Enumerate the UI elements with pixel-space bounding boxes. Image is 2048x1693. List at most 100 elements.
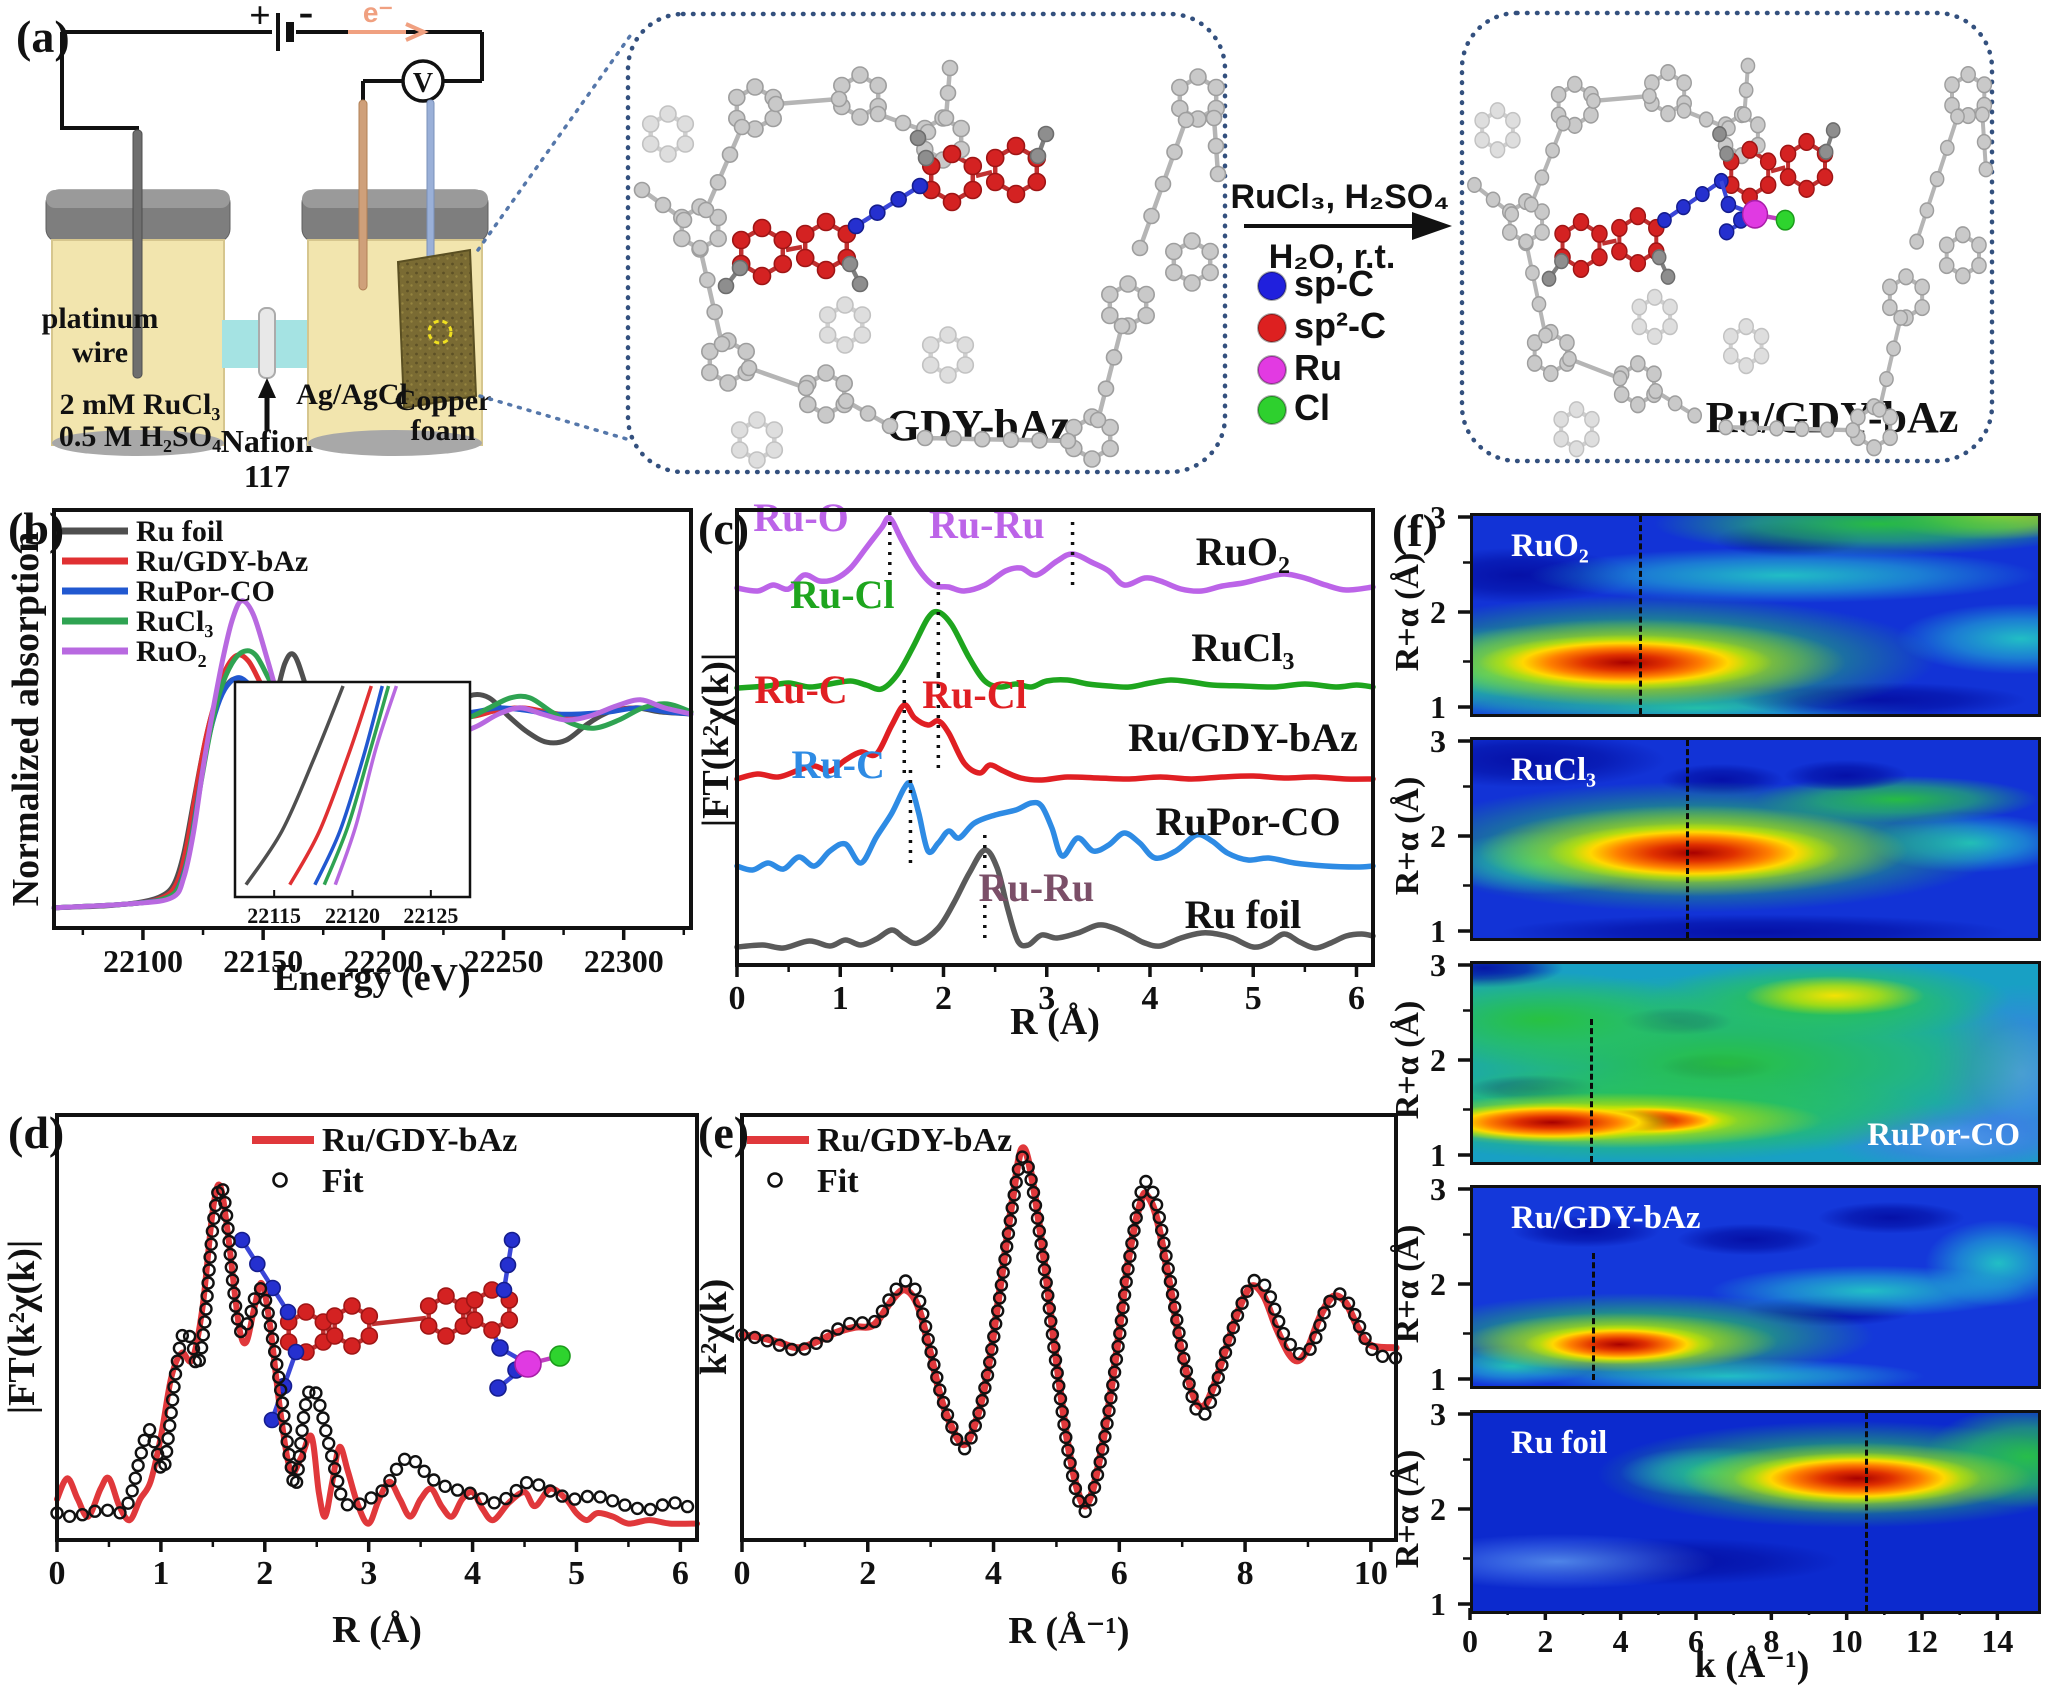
fit-marker [417, 1464, 431, 1479]
fit-marker [328, 1461, 342, 1476]
fit-marker [968, 1418, 982, 1433]
reference-dash-line [1864, 1413, 1868, 1611]
atom [706, 303, 723, 321]
x-tick-label: 2 [935, 980, 952, 1017]
fit-marker [1161, 1261, 1175, 1276]
atom [1583, 106, 1599, 124]
panel-b-xaxis-title: Energy (eV) [273, 957, 471, 999]
left-solution-label: 2 mM RuCl₃ [60, 388, 221, 421]
atom [1554, 224, 1571, 243]
fit-marker [221, 1221, 235, 1236]
gdy-baz-box [625, 11, 1228, 475]
fit-marker [797, 1342, 812, 1356]
atom [1027, 172, 1047, 192]
atom [942, 192, 962, 212]
legend-fit-marker [272, 1172, 288, 1188]
atom [1651, 249, 1667, 266]
atom [773, 254, 793, 274]
fit-marker [170, 1354, 185, 1368]
atom [263, 1411, 281, 1429]
fit-marker [898, 1274, 913, 1288]
curve-RuPor-CO [734, 780, 1376, 873]
atom [1183, 232, 1201, 250]
fit-marker [1152, 1210, 1167, 1225]
x-tick-label: 3 [360, 1555, 377, 1592]
fit-marker [809, 1336, 823, 1351]
atom [737, 342, 755, 361]
fit-marker [1030, 1211, 1045, 1225]
atom [1572, 259, 1590, 279]
fit-marker [100, 1503, 115, 1518]
atom [654, 196, 672, 214]
atom [1944, 76, 1960, 94]
atom [816, 212, 836, 232]
atom [1641, 87, 1657, 105]
fit-marker [322, 1436, 336, 1451]
atom [1976, 76, 1993, 94]
molecule-atoms [633, 59, 1227, 469]
atom [1737, 106, 1752, 123]
fit-marker [427, 1473, 441, 1487]
atom [1971, 236, 1987, 254]
atom [1568, 401, 1585, 419]
agagcl-label: Ag/AgCl [296, 378, 408, 411]
atom [1825, 122, 1841, 139]
atom [1738, 318, 1754, 336]
atom [1101, 439, 1119, 458]
panel-f-label: (f) [1392, 505, 1438, 556]
fit-marker [1123, 1249, 1137, 1263]
fit-marker [875, 1304, 890, 1318]
fit-marker [240, 1317, 254, 1331]
atom [818, 306, 837, 324]
left-beaker-base [52, 430, 224, 456]
fit-marker [1347, 1307, 1362, 1322]
fit-marker [294, 1436, 308, 1451]
circuit-wire [60, 32, 139, 142]
legend-label: RuCl₃ [136, 605, 213, 638]
fit-marker [205, 1224, 220, 1238]
fit-marker [1257, 1278, 1272, 1292]
fit-marker [1323, 1294, 1337, 1309]
fit-marker [1087, 1480, 1102, 1495]
fit-marker [772, 1338, 787, 1352]
atom [659, 105, 677, 123]
panel-f-yaxis-title: R+α (Å) [1389, 1449, 1426, 1569]
fit-marker [1117, 1288, 1132, 1302]
atom [1201, 263, 1219, 282]
atom [1657, 212, 1672, 229]
fit-marker [1059, 1430, 1073, 1445]
fit-marker [383, 1473, 397, 1488]
atom [713, 335, 731, 353]
foam-highlight-circle [427, 319, 453, 345]
atom [1712, 126, 1727, 143]
fit-marker [785, 1342, 799, 1357]
fit-marker [543, 1484, 557, 1498]
atom [1059, 432, 1077, 450]
atom [1101, 285, 1119, 304]
fit-marker [280, 1434, 294, 1449]
fit-marker [334, 1487, 348, 1501]
fit-marker [1207, 1383, 1222, 1397]
fit-marker [1045, 1327, 1060, 1342]
atom [1631, 318, 1648, 336]
x-tick-label: 0 [1462, 1623, 1478, 1659]
legend-label: Fit [817, 1163, 859, 1200]
x-tick-label: 22200 [343, 943, 423, 979]
atom [1154, 175, 1172, 193]
fit-marker [1129, 1210, 1143, 1225]
atom [1474, 111, 1490, 130]
fit-marker [1114, 1313, 1129, 1328]
panel-b-label: (b) [8, 503, 65, 554]
atom [1769, 420, 1784, 437]
atom [1660, 63, 1676, 82]
fit-marker [975, 1393, 989, 1408]
panel-e-label: (e) [698, 1107, 750, 1158]
atom [1882, 428, 1898, 447]
fit-marker [1106, 1378, 1120, 1392]
fit-marker [1127, 1223, 1141, 1238]
y-tick-label: 3 [1430, 723, 1446, 759]
legend-label: RuO₂ [136, 635, 207, 668]
panel-c-xaxis-title: R (Å) [1010, 1001, 1100, 1043]
wavelet-map-label: Ru/GDY-bAz [1511, 1200, 1701, 1236]
panel-d-yaxis-title: |FT(k²χ(k)| [1, 1239, 43, 1415]
